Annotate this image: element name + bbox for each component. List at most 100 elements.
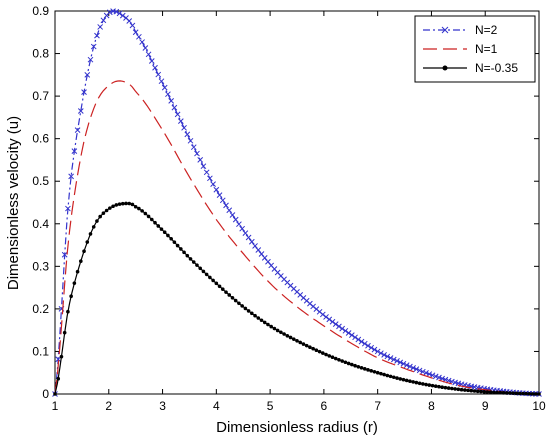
data-point <box>446 386 451 390</box>
data-point <box>220 287 225 292</box>
data-point <box>198 266 202 271</box>
data-point <box>210 181 216 187</box>
data-point <box>295 339 299 343</box>
data-point <box>56 376 61 381</box>
data-point <box>488 390 493 395</box>
data-point <box>243 306 248 311</box>
data-point <box>166 233 170 238</box>
data-point <box>181 124 187 131</box>
data-point <box>153 220 157 225</box>
data-point <box>353 363 357 368</box>
data-point <box>504 391 509 395</box>
data-point <box>69 294 73 299</box>
data-point <box>129 22 136 29</box>
data-point <box>359 366 364 370</box>
data-point <box>156 224 161 228</box>
data-point <box>68 173 74 180</box>
data-point <box>298 340 303 345</box>
data-point <box>126 18 133 24</box>
data-point <box>479 389 483 394</box>
data-point <box>232 216 239 223</box>
data-point <box>340 359 344 363</box>
data-point <box>501 391 506 395</box>
y-tick-label: 0.5 <box>32 174 49 188</box>
data-point <box>304 343 309 348</box>
data-point <box>275 328 280 333</box>
data-point <box>436 374 442 381</box>
data-point <box>262 320 267 325</box>
data-point <box>430 383 435 388</box>
data-point <box>229 212 236 218</box>
data-point <box>132 29 139 36</box>
data-point <box>230 296 235 300</box>
data-point <box>521 391 525 396</box>
legend-marker <box>441 26 449 34</box>
data-point <box>416 367 423 374</box>
x-tick-label: 7 <box>374 399 381 413</box>
data-point <box>401 377 406 382</box>
data-point <box>345 330 352 336</box>
data-point <box>427 383 432 387</box>
data-point <box>214 281 219 286</box>
data-point <box>333 356 338 361</box>
data-point <box>462 388 467 392</box>
data-point <box>388 374 393 379</box>
data-point <box>165 91 171 98</box>
data-point <box>475 389 480 394</box>
data-point <box>469 388 474 393</box>
x-tick-label: 5 <box>267 399 274 413</box>
data-point <box>240 304 244 308</box>
data-point <box>127 201 132 206</box>
legend-label: N=-0.35 <box>475 61 518 75</box>
data-point <box>130 202 135 207</box>
x-tick-label: 1 <box>52 399 59 413</box>
data-point <box>216 192 223 198</box>
data-point <box>133 204 138 209</box>
data-point <box>342 327 349 334</box>
data-point <box>187 137 194 144</box>
data-point <box>120 201 125 206</box>
data-point <box>116 10 123 17</box>
data-point <box>362 367 367 371</box>
data-point <box>266 322 270 327</box>
legend-entry: N=-0.35 <box>423 61 518 75</box>
data-point <box>288 335 293 340</box>
data-point <box>75 269 80 274</box>
series-2 <box>54 80 540 395</box>
data-point <box>323 314 329 320</box>
data-point <box>242 230 249 236</box>
data-point <box>208 275 212 280</box>
data-point <box>253 313 257 318</box>
data-point <box>450 386 454 391</box>
x-tick-label: 4 <box>213 399 220 413</box>
data-point <box>417 381 422 386</box>
data-point <box>85 240 90 244</box>
data-point <box>95 219 99 223</box>
data-point <box>336 323 342 330</box>
data-point <box>343 360 348 365</box>
data-point <box>453 387 457 391</box>
data-point <box>279 330 283 335</box>
data-point <box>326 316 333 323</box>
data-point <box>226 207 233 214</box>
data-point <box>211 278 215 283</box>
legend-label: N=2 <box>475 23 498 37</box>
data-point <box>117 202 122 206</box>
data-point <box>517 391 522 396</box>
data-point <box>213 186 220 193</box>
data-point <box>90 43 97 50</box>
y-tick-label: 0.3 <box>32 259 49 273</box>
data-point <box>414 380 419 385</box>
data-point <box>459 387 464 392</box>
data-point <box>371 346 378 353</box>
data-point <box>413 366 420 373</box>
data-point <box>379 371 383 376</box>
data-point <box>443 385 448 390</box>
data-point <box>395 376 399 380</box>
data-point <box>400 360 407 367</box>
data-point <box>227 293 232 297</box>
data-point <box>237 301 241 306</box>
data-point <box>366 368 370 372</box>
data-point <box>155 71 162 78</box>
data-point <box>71 148 78 154</box>
